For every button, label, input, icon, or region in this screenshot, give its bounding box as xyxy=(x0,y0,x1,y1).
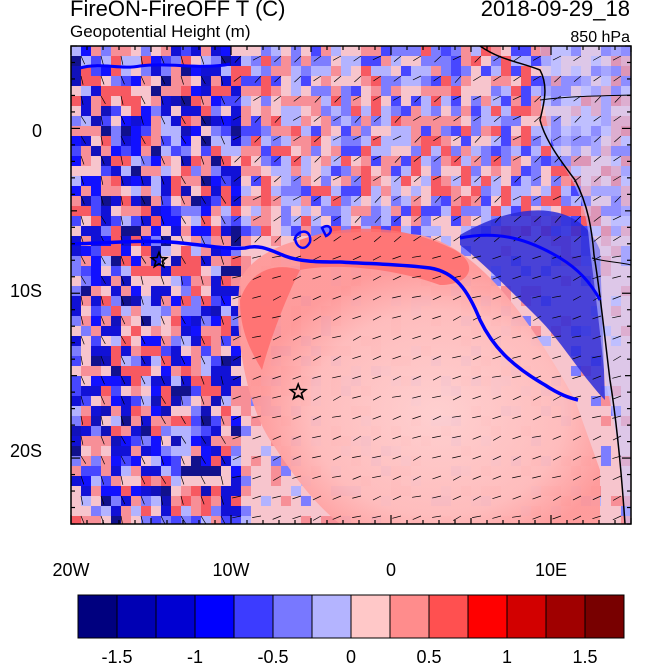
y-tick-0: 0 xyxy=(32,121,42,141)
cb-label-6: 1.5 xyxy=(572,647,597,667)
x-tick-20w: 20W xyxy=(52,560,89,580)
colorbar-swatch xyxy=(77,594,118,639)
plot-frame xyxy=(70,45,632,525)
colorbar-swatch xyxy=(272,594,313,639)
x-tick-10w: 10W xyxy=(212,560,249,580)
cb-label-2: -0.5 xyxy=(257,647,288,667)
cb-label-3: 0 xyxy=(346,647,356,667)
x-tick-0: 0 xyxy=(386,560,396,580)
cb-label-1: -1 xyxy=(187,647,203,667)
colorbar-swatch xyxy=(428,594,469,639)
y-tick-10s: 10S xyxy=(10,281,42,301)
colorbar-swatch xyxy=(467,594,508,639)
axis-ticks xyxy=(70,45,632,525)
colorbar-swatch xyxy=(155,594,196,639)
geopotential-height-contour-coast xyxy=(459,233,602,301)
colorbar-labels: -1.5 -1 -0.5 0 0.5 1 1.5 xyxy=(101,647,597,667)
colorbar-swatch xyxy=(350,594,391,639)
colorbar xyxy=(77,594,625,639)
colorbar-swatch xyxy=(233,594,274,639)
star-central-marker xyxy=(288,381,308,401)
colorbar-swatch xyxy=(116,594,157,639)
geopotential-height-contour-loop xyxy=(293,224,333,250)
colorbar-swatch xyxy=(506,594,547,639)
coastline xyxy=(479,46,626,524)
cb-label-0: -1.5 xyxy=(101,647,132,667)
warm-plume-region xyxy=(238,232,601,524)
warm-band-west xyxy=(240,267,300,370)
cb-label-4: 0.5 xyxy=(416,647,441,667)
africa-landmass xyxy=(540,46,631,524)
y-tick-20s: 20S xyxy=(10,441,42,461)
star-west-marker xyxy=(149,250,169,269)
plot-datetime: 2018-09-29_18 xyxy=(480,0,630,21)
warm-plume-edge xyxy=(300,228,470,285)
colorbar-swatch xyxy=(584,594,625,639)
geopotential-height-contour xyxy=(71,239,579,402)
plot-title: FireON-FireOFF T (C) xyxy=(70,0,286,21)
colorbar-swatch xyxy=(545,594,586,639)
colorbar-swatch xyxy=(389,594,430,639)
map-field xyxy=(71,46,631,524)
x-tick-10e: 10E xyxy=(535,560,567,580)
country-border xyxy=(539,94,631,266)
geopotential-height-contour-north xyxy=(79,62,231,70)
colorbar-swatch xyxy=(194,594,235,639)
cb-label-5: 1 xyxy=(502,647,512,667)
plot-subtitle: Geopotential Height (m) xyxy=(70,22,251,41)
plot-level: 850 hPa xyxy=(570,29,630,46)
station-markers xyxy=(149,250,308,401)
colorbar-swatch xyxy=(311,594,352,639)
